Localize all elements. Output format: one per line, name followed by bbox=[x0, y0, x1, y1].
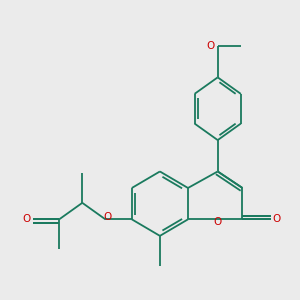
Text: O: O bbox=[22, 214, 30, 224]
Text: O: O bbox=[103, 212, 111, 222]
Text: O: O bbox=[214, 217, 222, 227]
Text: O: O bbox=[206, 41, 214, 51]
Text: O: O bbox=[272, 214, 281, 224]
